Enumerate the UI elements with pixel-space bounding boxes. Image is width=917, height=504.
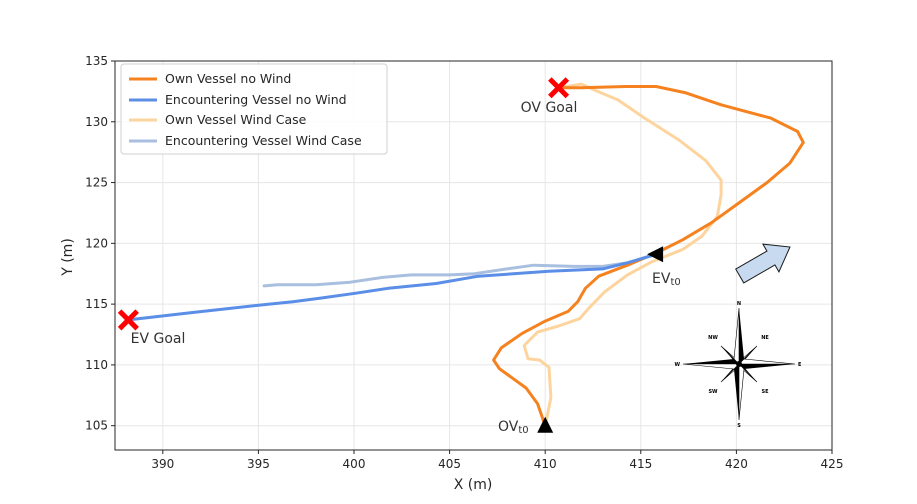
tick-layer: 390 395 400 405 410 415 420 425 105 110 115 120 125 1…: [85, 54, 843, 471]
ov-t0-subscript: t0: [518, 425, 528, 436]
compass-label-se: SE: [761, 389, 769, 395]
x-axis-label: X (m): [454, 477, 493, 493]
ov-t0-label: OVt0: [498, 419, 529, 436]
start-marker-triangle-up: [537, 416, 554, 433]
x-tick-label: 395: [247, 457, 270, 471]
legend-label-enc-no-wind: Encountering Vessel no Wind: [165, 92, 347, 107]
compass-label-ne: NE: [761, 335, 769, 341]
ov-goal-label: OV Goal: [521, 100, 578, 116]
goal-marker-stroke: [117, 309, 139, 331]
x-tick-label: 410: [534, 457, 557, 471]
compass-rose-icon: N S E W NE NW SE SW: [674, 301, 802, 429]
y-tick-label: 125: [85, 176, 108, 190]
ov-t0-main: OV: [498, 419, 519, 435]
compass-point-w: [683, 359, 739, 364]
compass-label-n: N: [737, 301, 741, 307]
plot-frame: [114, 60, 833, 451]
x-tick-label: 420: [725, 457, 748, 471]
compass-point-s: [734, 364, 739, 420]
ev-goal-label: EV Goal: [131, 331, 186, 347]
compass-label-sw: SW: [708, 389, 718, 395]
compass-point-w-light: [682, 363, 740, 370]
goal-marker-red-x: [548, 77, 570, 99]
series-layer: [126, 82, 805, 428]
x-tick-label: 390: [151, 457, 174, 471]
legend-label-own-no-wind: Own Vessel no Wind: [165, 71, 291, 86]
compass-point-s-light: [738, 363, 745, 421]
goal-marker-stroke: [548, 77, 570, 99]
x-tick-label: 400: [343, 457, 366, 471]
y-tick-label: 120: [85, 236, 108, 250]
legend-label-enc-wind: Encountering Vessel Wind Case: [165, 133, 362, 148]
legend-label-own-wind: Own Vessel Wind Case: [165, 112, 307, 127]
legend-box: [120, 63, 388, 155]
legend: Own Vessel no Wind Encountering Vessel n…: [120, 63, 388, 155]
compass-label-nw: NW: [708, 335, 718, 341]
ev-t0-label: EVt0: [652, 271, 681, 288]
compass-point-n: [739, 308, 744, 364]
x-tick-label: 425: [821, 457, 844, 471]
compass-point-e-light: [738, 358, 796, 365]
y-tick-label: 135: [85, 54, 108, 68]
series-encountering-vessel-no-wind: [126, 252, 658, 322]
compass-point-e: [739, 364, 795, 369]
series-own-vessel-wind-case: [522, 82, 723, 428]
goal-marker-red-x: [117, 309, 139, 331]
compass-label-e: E: [798, 362, 802, 368]
compass-label-s: S: [737, 423, 741, 429]
x-tick-label: 405: [438, 457, 461, 471]
y-tick-label: 115: [85, 297, 108, 311]
compass-center: [736, 361, 742, 367]
y-tick-label: 105: [85, 419, 108, 433]
y-axis-label: Y (m): [60, 238, 76, 277]
x-tick-label: 415: [629, 457, 652, 471]
marker-layer: [117, 77, 664, 433]
start-marker-triangle-left: [647, 246, 664, 263]
wind-direction-arrow-icon: [735, 243, 791, 284]
series-encountering-vessel-wind-case: [262, 252, 658, 288]
y-tick-label: 110: [85, 358, 108, 372]
ev-t0-main: EV: [652, 271, 671, 287]
y-tick-label: 130: [85, 115, 108, 129]
ev-t0-subscript: t0: [670, 277, 680, 288]
compass-label-w: W: [674, 362, 680, 368]
